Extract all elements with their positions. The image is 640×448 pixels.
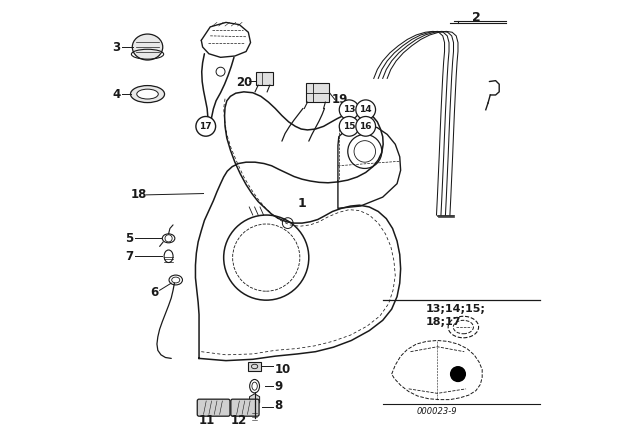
- Bar: [306, 83, 329, 102]
- Text: 12: 12: [230, 414, 246, 427]
- Circle shape: [339, 116, 359, 136]
- Text: 6: 6: [150, 285, 158, 299]
- Text: 19: 19: [332, 93, 348, 106]
- Circle shape: [356, 100, 376, 120]
- Text: 1: 1: [298, 197, 307, 211]
- Text: 2: 2: [472, 11, 481, 25]
- FancyBboxPatch shape: [231, 399, 259, 416]
- Ellipse shape: [132, 34, 163, 60]
- Text: 5: 5: [125, 232, 134, 245]
- Text: 13;14;15;
18;17: 13;14;15; 18;17: [425, 304, 485, 327]
- Text: 3: 3: [112, 40, 120, 54]
- Text: 13: 13: [343, 105, 355, 114]
- Text: 18: 18: [131, 188, 147, 202]
- Bar: [257, 72, 273, 85]
- Ellipse shape: [137, 89, 158, 99]
- Text: 4: 4: [112, 87, 120, 101]
- Text: 11: 11: [199, 414, 215, 427]
- Text: 20: 20: [236, 76, 252, 90]
- Text: 8: 8: [275, 399, 282, 412]
- Ellipse shape: [131, 86, 164, 103]
- Text: 17: 17: [200, 122, 212, 131]
- Circle shape: [450, 366, 466, 382]
- Circle shape: [339, 100, 359, 120]
- Text: 16: 16: [360, 122, 372, 131]
- Bar: [248, 362, 261, 371]
- Text: 15: 15: [343, 122, 355, 131]
- Circle shape: [356, 116, 376, 136]
- FancyBboxPatch shape: [197, 399, 230, 416]
- Circle shape: [196, 116, 216, 136]
- Text: 000023-9: 000023-9: [417, 407, 458, 416]
- Text: 10: 10: [275, 363, 291, 376]
- Text: 7: 7: [125, 250, 134, 263]
- Text: 9: 9: [275, 379, 282, 393]
- Text: 14: 14: [360, 105, 372, 114]
